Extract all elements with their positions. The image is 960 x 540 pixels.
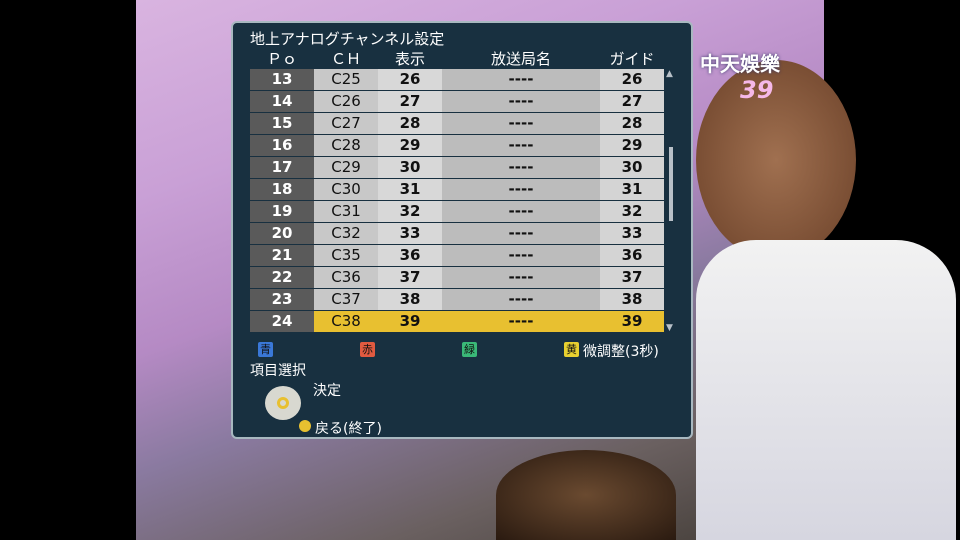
channel-row[interactable]: 20 C32 33 ---- 33 xyxy=(250,223,664,244)
cell-ch: C36 xyxy=(314,267,378,288)
scroll-down-icon[interactable]: ▼ xyxy=(666,323,673,333)
cell-po: 23 xyxy=(250,289,314,310)
channel-settings-panel: 地上アナログチャンネル設定 Ｐｏ ＣＨ 表示 放送局名 ガイド 13 C25 26-… xyxy=(231,21,693,439)
cell-ch: C31 xyxy=(314,201,378,222)
cell-po: 22 xyxy=(250,267,314,288)
channel-row[interactable]: 16 C28 29 ---- 29 xyxy=(250,135,664,156)
cell-name: ---- xyxy=(442,179,600,200)
cell-name: ---- xyxy=(442,289,600,310)
cell-ch: C38 xyxy=(314,311,378,332)
cell-ch: C27 xyxy=(314,113,378,134)
cell-po: 18 xyxy=(250,179,314,200)
cell-disp: 28 xyxy=(378,113,442,134)
back-button-icon xyxy=(299,420,311,432)
header-station-name: 放送局名 xyxy=(490,50,551,68)
header-display: 表示 xyxy=(394,50,425,68)
green-key[interactable]: 緑 xyxy=(462,342,477,357)
cell-po: 20 xyxy=(250,223,314,244)
cell-ch: C26 xyxy=(314,91,378,112)
cell-guide: 33 xyxy=(600,223,664,244)
cell-guide: 38 xyxy=(600,289,664,310)
panel-title: 地上アナログチャンネル設定 xyxy=(250,30,445,48)
cell-ch: C30 xyxy=(314,179,378,200)
cell-ch: C29 xyxy=(314,157,378,178)
header-ch: ＣＨ xyxy=(330,50,361,68)
cell-guide: 37 xyxy=(600,267,664,288)
cell-po: 17 xyxy=(250,157,314,178)
cell-ch: C28 xyxy=(314,135,378,156)
channel-number-logo: 39 xyxy=(740,76,774,104)
header-guide: ガイド xyxy=(609,50,655,68)
cell-po: 16 xyxy=(250,135,314,156)
cell-name: ---- xyxy=(442,157,600,178)
cell-disp: 32 xyxy=(378,201,442,222)
cell-disp: 29 xyxy=(378,135,442,156)
cell-name: ---- xyxy=(442,223,600,244)
channel-row[interactable]: 17 C29 30 ---- 30 xyxy=(250,157,664,178)
cell-ch: C25 xyxy=(314,69,378,90)
scroll-up-icon[interactable]: ▲ xyxy=(666,69,673,79)
cell-disp: 39 xyxy=(378,311,442,332)
cell-guide: 29 xyxy=(600,135,664,156)
cell-name: ---- xyxy=(442,311,600,332)
cell-ch: C35 xyxy=(314,245,378,266)
cell-disp: 36 xyxy=(378,245,442,266)
video-person-shirt xyxy=(696,240,956,540)
cell-disp: 31 xyxy=(378,179,442,200)
scrollbar-thumb[interactable] xyxy=(669,147,673,221)
cell-ch: C37 xyxy=(314,289,378,310)
fine-tune-label: 微調整(3秒) xyxy=(583,344,659,360)
channel-row[interactable]: 23 C37 38 ---- 38 xyxy=(250,289,664,310)
enter-label: 決定 xyxy=(313,383,341,399)
dpad-icon xyxy=(265,386,301,420)
cell-guide: 30 xyxy=(600,157,664,178)
cell-disp: 30 xyxy=(378,157,442,178)
cell-disp: 38 xyxy=(378,289,442,310)
cell-name: ---- xyxy=(442,201,600,222)
cell-guide: 39 xyxy=(600,311,664,332)
cell-po: 13 xyxy=(250,69,314,90)
channel-row[interactable]: 21 C35 36 ---- 36 xyxy=(250,245,664,266)
back-label: 戻る(終了) xyxy=(315,421,382,437)
cell-name: ---- xyxy=(442,135,600,156)
channel-row[interactable]: 18 C30 31 ---- 31 xyxy=(250,179,664,200)
blue-key[interactable]: 青 xyxy=(258,342,273,357)
cell-name: ---- xyxy=(442,91,600,112)
cell-guide: 36 xyxy=(600,245,664,266)
cell-po: 14 xyxy=(250,91,314,112)
header-po: Ｐｏ xyxy=(266,50,297,68)
cell-guide: 26 xyxy=(600,69,664,90)
channel-row[interactable]: 19 C31 32 ---- 32 xyxy=(250,201,664,222)
cell-disp: 33 xyxy=(378,223,442,244)
cell-name: ---- xyxy=(442,113,600,134)
channel-row[interactable]: 14 C26 27 ---- 27 xyxy=(250,91,664,112)
channel-row[interactable]: 15 C27 28 ---- 28 xyxy=(250,113,664,134)
cell-po: 15 xyxy=(250,113,314,134)
cell-name: ---- xyxy=(442,69,600,90)
cell-guide: 31 xyxy=(600,179,664,200)
cell-name: ---- xyxy=(442,245,600,266)
enter-button-icon xyxy=(277,397,289,409)
video-person-head xyxy=(696,60,856,260)
channel-row[interactable]: 22 C36 37 ---- 37 xyxy=(250,267,664,288)
item-select-label: 項目選択 xyxy=(250,363,306,379)
cell-name: ---- xyxy=(442,267,600,288)
cell-po: 19 xyxy=(250,201,314,222)
channel-row[interactable]: 13 C25 26 ---- 26 xyxy=(250,69,664,90)
cell-disp: 37 xyxy=(378,267,442,288)
cell-guide: 32 xyxy=(600,201,664,222)
cell-disp: 26 xyxy=(378,69,442,90)
cell-po: 24 xyxy=(250,311,314,332)
cell-guide: 27 xyxy=(600,91,664,112)
video-person-hair xyxy=(496,450,676,540)
channel-logo: 中天娛樂 xyxy=(700,52,780,76)
cell-ch: C32 xyxy=(314,223,378,244)
yellow-key[interactable]: 黄 xyxy=(564,342,579,357)
cell-po: 21 xyxy=(250,245,314,266)
cell-disp: 27 xyxy=(378,91,442,112)
channel-row[interactable]: 24 C38 39 ---- 39 xyxy=(250,311,664,332)
cell-guide: 28 xyxy=(600,113,664,134)
red-key[interactable]: 赤 xyxy=(360,342,375,357)
